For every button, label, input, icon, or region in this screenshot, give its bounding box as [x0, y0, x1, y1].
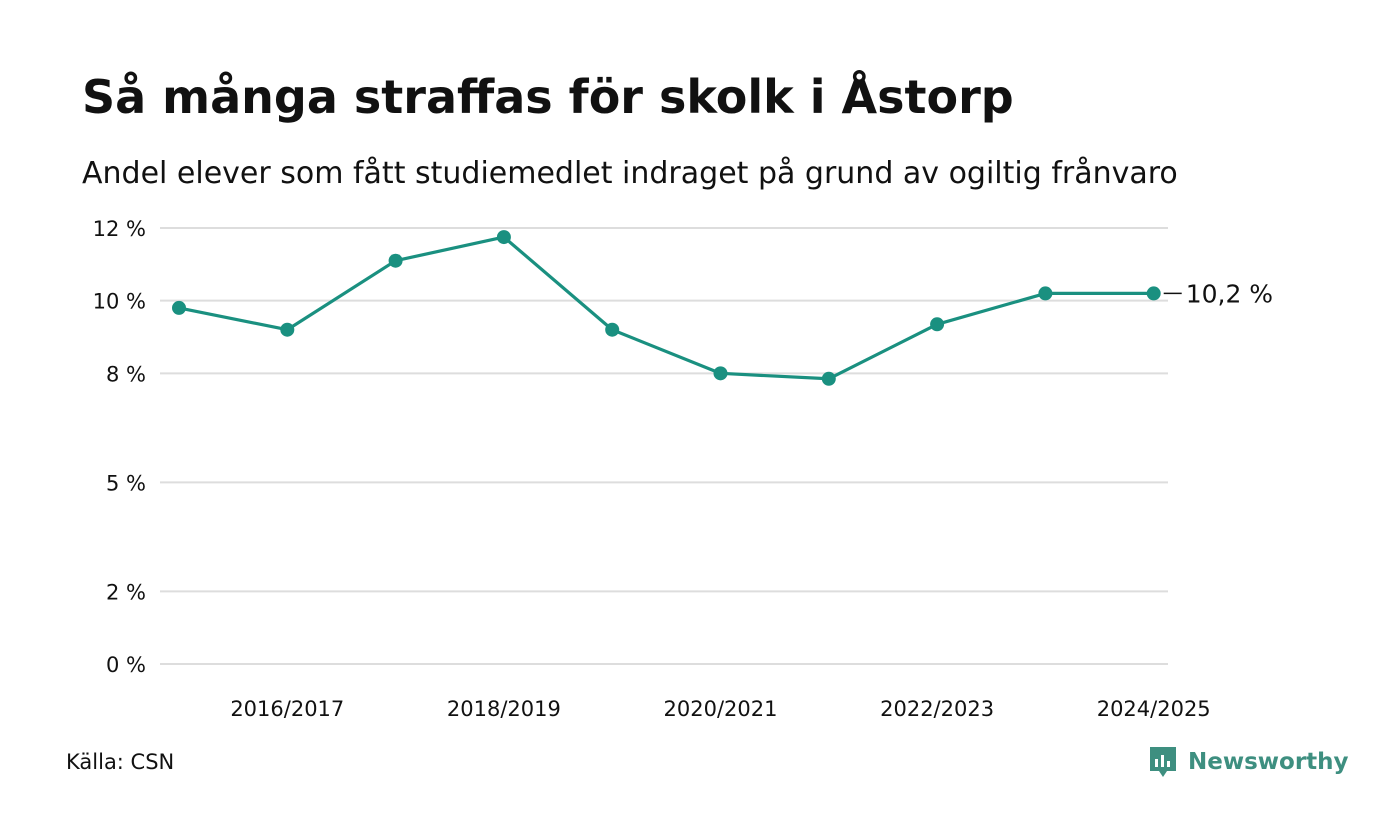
data-point — [1146, 286, 1161, 301]
x-tick-label: 2018/2019 — [447, 697, 561, 721]
data-point — [1038, 286, 1053, 301]
newsworthy-logo-icon — [1150, 747, 1176, 777]
chart-subtitle: Andel elever som fått studiemedlet indra… — [82, 156, 1178, 191]
data-point — [821, 371, 836, 386]
x-tick-label: 2024/2025 — [1097, 697, 1211, 721]
data-point — [172, 300, 186, 315]
data-point — [280, 322, 295, 337]
x-tick-label: 2016/2017 — [230, 697, 344, 721]
source-note: Källa: CSN — [66, 750, 175, 774]
data-point — [388, 253, 403, 268]
y-tick-label: 8 % — [106, 362, 146, 386]
y-tick-label: 2 % — [106, 580, 146, 604]
y-tick-label: 12 % — [93, 217, 146, 241]
x-tick-label: 2022/2023 — [880, 697, 994, 721]
y-tick-label: 10 % — [93, 290, 146, 314]
data-point — [605, 322, 620, 337]
brand-logo: Newsworthy — [1148, 744, 1349, 780]
data-point — [496, 230, 511, 245]
end-value-label: 10,2 % — [1186, 279, 1273, 308]
y-tick-label: 5 % — [106, 471, 146, 495]
brand-name: Newsworthy — [1188, 749, 1349, 775]
y-tick-label: 0 % — [106, 653, 146, 677]
data-point — [713, 366, 728, 381]
x-tick-label: 2020/2021 — [664, 697, 778, 721]
data-point — [930, 317, 945, 332]
chart-title: Så många straffas för skolk i Åstorp — [82, 70, 1014, 124]
series-line — [177, 235, 1156, 381]
